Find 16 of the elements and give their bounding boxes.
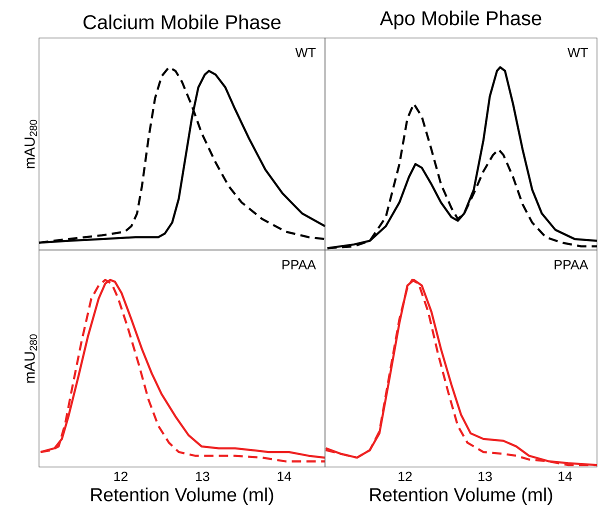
text: WT: [295, 48, 316, 58]
chart-title: Calcium Mobile Phase: [84, 14, 281, 30]
x-tick-label: 14: [558, 472, 572, 481]
y-axis-title: mAU$_{280}$: [24, 334, 37, 383]
text: PPAA: [554, 260, 588, 270]
text: PPAA: [282, 260, 316, 270]
chart-title: Apo Mobile Phase: [380, 10, 542, 30]
x-tick-label: 13: [478, 472, 492, 482]
x-tick-label: 14: [278, 472, 292, 481]
x-axis-title: Retention Volume (ml): [91, 488, 274, 506]
x-tick-label: 13: [196, 472, 210, 482]
y-axis-title: mAU$_{280}$: [24, 120, 37, 168]
text: WT: [568, 48, 588, 58]
x-tick-label: 12: [398, 472, 412, 482]
x-tick-label: 12: [114, 472, 128, 482]
x-axis-title: Retention Volume (ml): [370, 488, 552, 506]
